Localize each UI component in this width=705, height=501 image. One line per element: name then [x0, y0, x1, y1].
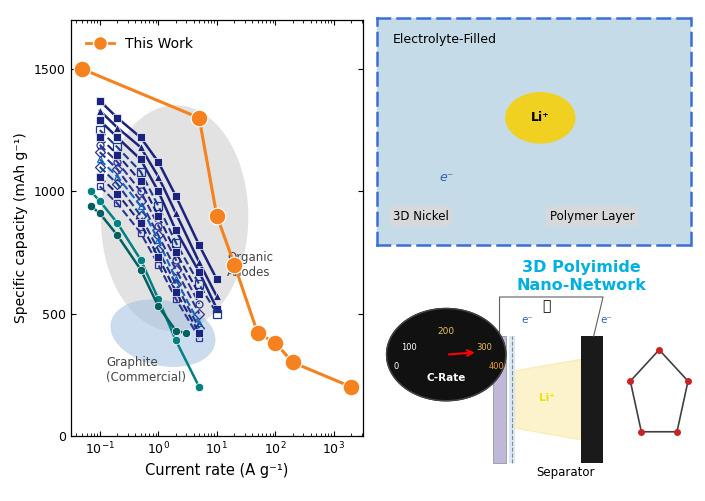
Text: Organic
Anodes: Organic Anodes [227, 250, 273, 279]
Text: 💡: 💡 [542, 299, 551, 313]
Polygon shape [386, 309, 505, 401]
X-axis label: Current rate (A g⁻¹): Current rate (A g⁻¹) [145, 463, 288, 478]
FancyBboxPatch shape [493, 336, 505, 463]
Text: Graphite
(Commercial): Graphite (Commercial) [106, 356, 186, 384]
Text: Electrolyte-Filled: Electrolyte-Filled [393, 34, 497, 47]
Text: Li⁺: Li⁺ [531, 111, 550, 124]
Text: 0: 0 [393, 362, 398, 371]
Text: C-Rate: C-Rate [427, 373, 466, 383]
Text: Li Metal: Li Metal [498, 400, 508, 443]
FancyBboxPatch shape [509, 336, 515, 463]
Text: 3D Polyimide
Nano-Network: 3D Polyimide Nano-Network [516, 260, 646, 293]
Polygon shape [111, 300, 216, 367]
Text: e⁻: e⁻ [522, 315, 534, 325]
Text: 3D Nickel: 3D Nickel [393, 210, 449, 222]
Circle shape [505, 93, 575, 143]
Text: 200: 200 [438, 327, 455, 336]
Text: e⁻: e⁻ [439, 171, 453, 183]
Polygon shape [101, 105, 248, 331]
Y-axis label: Specific capacity (mAh g⁻¹): Specific capacity (mAh g⁻¹) [14, 133, 28, 323]
Text: 400: 400 [489, 362, 504, 371]
Polygon shape [515, 359, 581, 440]
Text: 100: 100 [400, 343, 417, 352]
Legend: This Work: This Work [80, 31, 198, 56]
Text: Li⁺: Li⁺ [539, 393, 554, 403]
Text: 300: 300 [476, 343, 492, 352]
Text: Polymer Layer: Polymer Layer [550, 210, 634, 222]
FancyBboxPatch shape [581, 336, 603, 463]
Text: e⁻: e⁻ [600, 315, 612, 325]
Text: Separator: Separator [537, 466, 594, 479]
